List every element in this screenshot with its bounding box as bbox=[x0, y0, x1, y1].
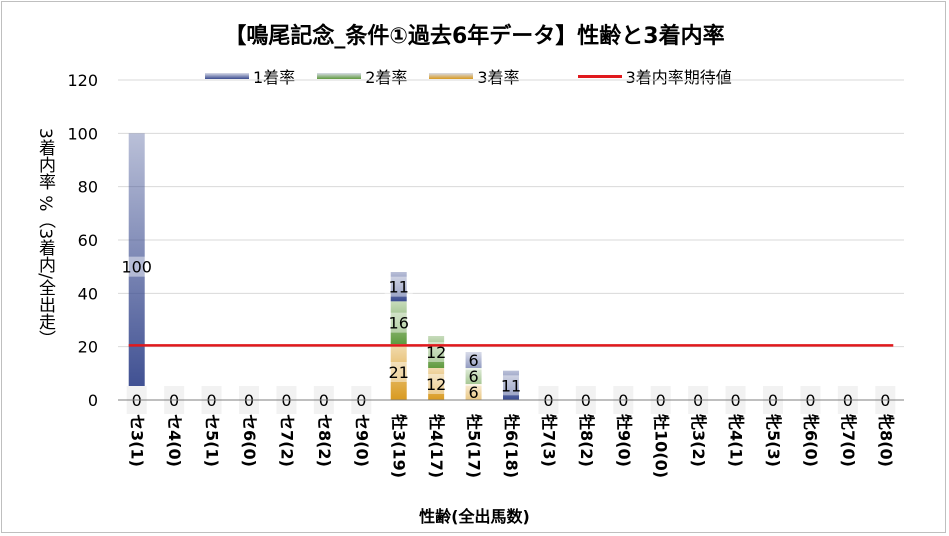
data-label-bg-s2-c8 bbox=[422, 342, 451, 362]
x-tick-c6: セ9(0) bbox=[352, 414, 371, 467]
y-tick-40: 40 bbox=[78, 284, 98, 303]
data-label-bg-s2-c7 bbox=[384, 312, 413, 333]
legend-item-1: 1着率 bbox=[205, 64, 295, 88]
x-axis-label: 性齢(全出馬数) bbox=[419, 507, 530, 526]
bar-s3-c8 bbox=[428, 368, 445, 400]
x-tick-c18: 牝6(0) bbox=[801, 414, 820, 467]
legend-item-expected: 3着内率期待値 bbox=[577, 64, 732, 88]
x-tick-c16: 牝4(1) bbox=[727, 414, 746, 467]
x-tick-c8: 牡4(17) bbox=[427, 414, 446, 478]
data-label-s2-c7: 16 bbox=[389, 314, 409, 333]
data-label-s3-c7: 21 bbox=[389, 363, 409, 382]
data-label-s1-c7: 11 bbox=[389, 278, 409, 297]
legend-swatch-1 bbox=[205, 73, 249, 79]
data-label-bg-s3-c7 bbox=[384, 362, 413, 382]
data-label-bg-s3-c8 bbox=[422, 374, 451, 394]
x-tick-c12: 牡8(2) bbox=[577, 414, 596, 467]
data-label-s1-c9: 6 bbox=[468, 351, 478, 370]
x-tick-c15: 牝3(2) bbox=[689, 414, 708, 467]
bar-s3-c7 bbox=[390, 344, 407, 400]
data-label-s1-c10: 11 bbox=[501, 376, 521, 395]
chart-title: 【鳴尾記念_条件①過去6年データ】性齢と3着内率 bbox=[224, 24, 725, 49]
data-label-s1-c0: 100 bbox=[121, 258, 152, 277]
data-label-s3-c8: 12 bbox=[426, 375, 446, 394]
y-tick-0: 0 bbox=[88, 391, 98, 410]
bar-s1-c9 bbox=[465, 352, 482, 368]
legend-label-3: 3着率 bbox=[477, 68, 520, 87]
y-tick-80: 80 bbox=[78, 178, 98, 197]
x-tick-c1: セ4(0) bbox=[165, 414, 184, 467]
x-tick-c4: セ7(2) bbox=[277, 414, 296, 467]
bar-s2-c8 bbox=[428, 336, 445, 368]
y-tick-120: 120 bbox=[67, 71, 98, 90]
data-label-s2-c9: 6 bbox=[468, 367, 478, 386]
data-label-s2-c8: 12 bbox=[426, 343, 446, 362]
x-tick-c10: 牡6(18) bbox=[502, 414, 521, 478]
bar-s1-c7 bbox=[390, 272, 407, 302]
y-tick-20: 20 bbox=[78, 338, 98, 357]
data-label-bg-s2-c9 bbox=[459, 366, 488, 386]
data-label-bg-s3-c9 bbox=[459, 382, 488, 402]
legend-swatch-2 bbox=[317, 73, 362, 79]
y-tick-100: 100 bbox=[67, 124, 98, 143]
data-label-bg-s1-c7 bbox=[384, 276, 413, 297]
y-axis-label: 3着内率 %（3着内/全出走） bbox=[35, 128, 55, 347]
x-tick-c3: セ6(0) bbox=[240, 414, 259, 467]
x-tick-c0: セ3(1) bbox=[128, 414, 147, 467]
x-tick-c14: 牡10(0) bbox=[652, 414, 671, 478]
x-tick-c9: 牡5(17) bbox=[465, 414, 484, 478]
bar-s2-c9 bbox=[465, 368, 482, 384]
bar-s1-c0 bbox=[128, 133, 145, 401]
x-tick-c20: 牝8(0) bbox=[876, 414, 895, 467]
data-label-bg-s1-c0 bbox=[122, 256, 151, 277]
legend-label-2: 2着率 bbox=[365, 68, 408, 87]
legend-item-3: 3着率 bbox=[429, 64, 520, 88]
bar-s1-c10 bbox=[503, 370, 519, 400]
x-tick-c11: 牡7(3) bbox=[539, 414, 558, 467]
bar-s3-c9 bbox=[465, 384, 482, 400]
data-label-bg-s1-c10 bbox=[497, 375, 525, 396]
x-tick-c2: セ5(1) bbox=[203, 414, 222, 467]
x-tick-c17: 牝5(3) bbox=[764, 414, 783, 467]
legend-label-1: 1着率 bbox=[253, 68, 296, 87]
data-label-bg-s1-c9 bbox=[459, 350, 488, 370]
legend-item-2: 2着率 bbox=[317, 64, 407, 88]
legend: 1着率 2着率 3着率 3着内率期待値 bbox=[205, 64, 754, 88]
legend-label-expected: 3着内率期待値 bbox=[625, 68, 732, 87]
data-label-s3-c9: 6 bbox=[468, 383, 478, 402]
x-tick-c19: 牝7(0) bbox=[839, 414, 858, 467]
legend-swatch-3 bbox=[429, 73, 474, 79]
x-tick-c7: 牡3(19) bbox=[390, 414, 409, 478]
y-tick-60: 60 bbox=[78, 231, 98, 250]
bar-s2-c7 bbox=[390, 301, 407, 344]
x-tick-c13: 牡9(0) bbox=[614, 414, 633, 467]
legend-swatch-expected bbox=[577, 74, 622, 78]
x-tick-c5: セ8(2) bbox=[315, 414, 334, 467]
